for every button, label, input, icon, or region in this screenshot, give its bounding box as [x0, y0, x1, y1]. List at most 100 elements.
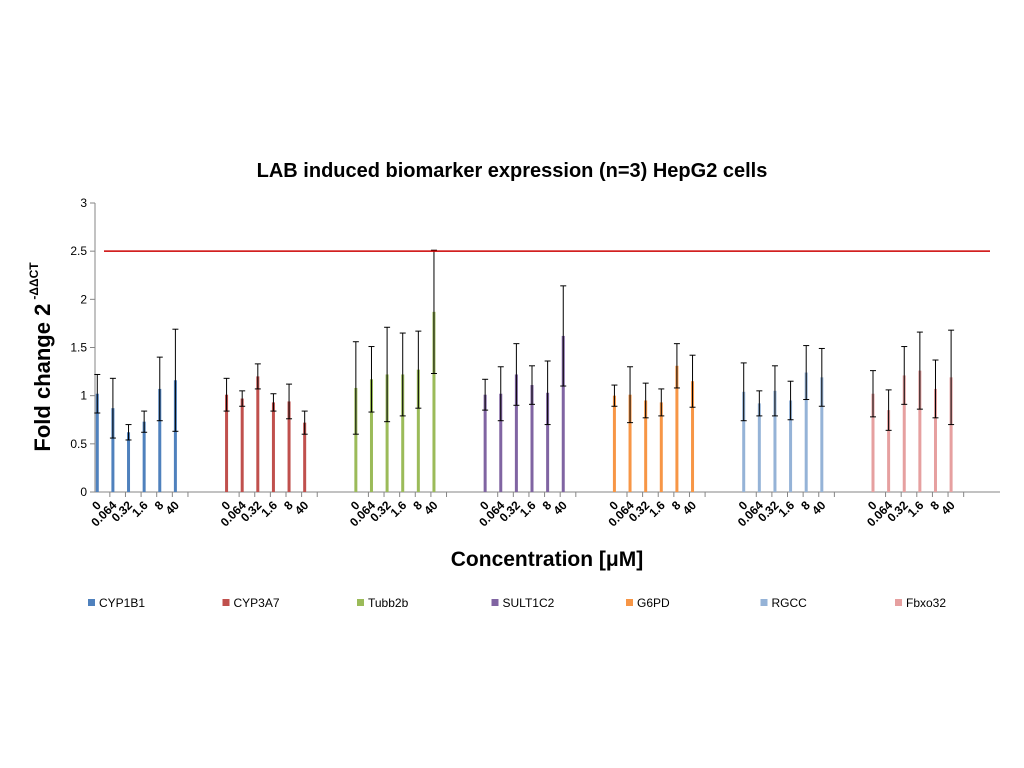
bar-Tubb2b-0 — [354, 387, 358, 492]
error-bar-RGCC-40 — [818, 347, 825, 407]
bar-Fbxo32-0 — [871, 393, 875, 492]
axes-layer: 0 0.5 1 1.5 2 2.5 3 — [70, 196, 1000, 499]
x-tick-label: 1.6 — [258, 498, 280, 520]
error-bar-CYP1B1-0 — [94, 373, 101, 414]
bar-Tubb2b-0.32 — [385, 374, 389, 492]
error-bar-CYP3A7-40 — [301, 410, 308, 435]
bar-RGCC-40 — [820, 377, 824, 492]
error-bar-CYP1B1-40 — [172, 328, 179, 432]
error-bar-CYP1B1-1.6 — [141, 410, 148, 433]
bar-CYP3A7-0.064 — [240, 398, 244, 492]
x-tick-label: 40 — [680, 498, 700, 518]
x-tick-label: 1.6 — [905, 498, 927, 520]
bar-CYP3A7-0 — [225, 394, 229, 492]
legend: CYP1B1 CYP3A7 Tubb2b SULT1C2 G6PD RGCC Fbxo32 — [88, 596, 946, 610]
x-tick-label: 1.6 — [646, 498, 668, 520]
bar-CYP3A7-8 — [287, 401, 291, 492]
error-bar-Fbxo32-0 — [869, 370, 876, 418]
x-tick-label: 1.6 — [517, 498, 539, 520]
bar-G6PD-40 — [691, 381, 695, 492]
y-axis-label: Fold change 2 -ΔΔCT — [27, 262, 55, 452]
error-bar-SULT1C2-0.064 — [497, 366, 504, 422]
x-axis-title: Concentration [μM] — [451, 548, 644, 571]
legend-swatch — [357, 599, 364, 606]
y-tick-label: 2 — [80, 292, 87, 306]
error-bar-Fbxo32-8 — [932, 359, 939, 419]
error-bar-SULT1C2-0 — [482, 378, 489, 411]
legend-item-CYP3A7: CYP3A7 — [222, 596, 280, 610]
legend-swatch — [88, 599, 95, 606]
error-bar-CYP3A7-0 — [223, 377, 230, 412]
bar-G6PD-1.6 — [659, 402, 663, 492]
x-tick-label: 40 — [421, 498, 441, 518]
bar-Tubb2b-0.064 — [369, 379, 373, 492]
x-tick-label: 1.6 — [129, 498, 151, 520]
bar-CYP1B1-0.064 — [111, 408, 115, 492]
bar-G6PD-0.064 — [628, 394, 632, 492]
error-bar-G6PD-0 — [611, 384, 618, 407]
legend-label: CYP1B1 — [99, 596, 145, 610]
legend-label: G6PD — [637, 596, 670, 610]
y-tick-label: 1 — [80, 389, 87, 403]
bar-Tubb2b-8 — [416, 369, 420, 492]
bar-CYP1B1-40 — [173, 380, 177, 492]
bar-SULT1C2-40 — [561, 335, 565, 492]
y-axis-label-superscript: -ΔΔCT — [27, 262, 41, 300]
bar-Fbxo32-0.32 — [902, 375, 906, 492]
error-bar-SULT1C2-8 — [544, 360, 551, 426]
y-tick-label: 2.5 — [70, 244, 87, 258]
bar-SULT1C2-1.6 — [530, 385, 534, 492]
legend-item-CYP1B1: CYP1B1 — [88, 596, 145, 610]
x-tick-label: 1.6 — [388, 498, 410, 520]
error-bar-Fbxo32-1.6 — [916, 331, 923, 410]
bar-SULT1C2-0 — [483, 394, 487, 492]
error-bar-CYP1B1-0.32 — [125, 424, 132, 441]
legend-label: RGCC — [772, 596, 808, 610]
chart-title: LAB induced biomarker expression (n=3) H… — [257, 160, 768, 182]
legend-swatch — [222, 599, 230, 606]
error-bar-Fbxo32-40 — [948, 329, 955, 426]
error-bar-CYP3A7-0.064 — [239, 390, 246, 407]
y-tick-label: 0 — [80, 485, 87, 499]
bar-RGCC-0.064 — [757, 403, 761, 492]
bar-Fbxo32-1.6 — [918, 370, 922, 492]
error-bar-G6PD-8 — [673, 343, 680, 389]
legend-item-G6PD: G6PD — [626, 596, 670, 610]
bar-CYP3A7-40 — [303, 422, 307, 492]
legend-item-SULT1C2: SULT1C2 — [491, 596, 555, 610]
bar-SULT1C2-0.064 — [499, 393, 503, 492]
legend-label: Fbxo32 — [906, 596, 946, 610]
bars-layer — [95, 311, 953, 492]
bar-Fbxo32-8 — [933, 388, 937, 492]
bar-SULT1C2-8 — [546, 392, 550, 492]
legend-item-Fbxo32: Fbxo32 — [895, 596, 946, 610]
x-tick-label: 40 — [809, 498, 829, 518]
bar-SULT1C2-0.32 — [514, 374, 518, 492]
bar-G6PD-0 — [612, 395, 616, 492]
x-tick-label: 1.6 — [775, 498, 797, 520]
error-bar-CYP1B1-8 — [156, 356, 163, 422]
error-bar-RGCC-0.32 — [771, 365, 778, 417]
error-bars-layer — [94, 249, 955, 441]
bar-CYP1B1-0 — [95, 393, 99, 492]
error-bar-RGCC-0 — [740, 362, 747, 422]
error-bar-G6PD-0.32 — [642, 382, 649, 419]
bar-RGCC-8 — [804, 372, 808, 492]
error-bar-Tubb2b-0 — [352, 341, 359, 435]
error-bar-SULT1C2-1.6 — [529, 365, 536, 405]
bar-CYP1B1-8 — [158, 388, 162, 492]
error-bar-RGCC-0.064 — [756, 390, 763, 417]
bar-CYP1B1-1.6 — [142, 421, 146, 492]
error-bar-Fbxo32-0.064 — [885, 389, 892, 431]
error-bar-CYP3A7-0.32 — [254, 363, 261, 390]
error-bar-Fbxo32-0.32 — [901, 346, 908, 405]
bar-CYP3A7-0.32 — [256, 376, 260, 492]
bar-Tubb2b-40 — [432, 311, 436, 492]
y-axis-label-text: Fold change 2 — [30, 304, 55, 452]
legend-swatch — [760, 599, 768, 606]
error-bar-CYP1B1-0.064 — [109, 377, 116, 439]
bar-Fbxo32-40 — [949, 377, 953, 492]
error-bar-Tubb2b-0.32 — [384, 326, 391, 423]
error-bar-SULT1C2-0.32 — [513, 343, 520, 406]
